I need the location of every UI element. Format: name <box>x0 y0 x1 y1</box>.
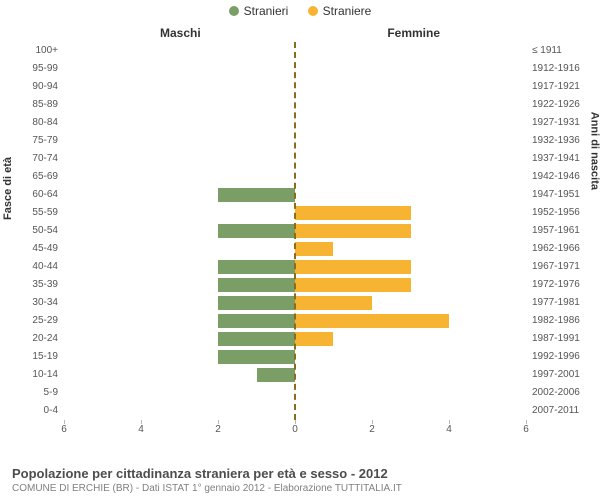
birth-year-label: 1962-1966 <box>532 240 580 258</box>
legend-swatch-male <box>229 6 239 16</box>
age-label: 5-9 <box>44 384 58 402</box>
age-label: 20-24 <box>32 330 58 348</box>
age-label: 10-14 <box>32 366 58 384</box>
legend-swatch-female <box>308 6 318 16</box>
side-title-femmine: Femmine <box>387 26 440 40</box>
y-axis-title-left: Fasce di età <box>2 157 14 220</box>
birth-year-label: 1977-1981 <box>532 294 580 312</box>
bar-male <box>218 350 295 364</box>
age-label: 40-44 <box>32 258 58 276</box>
birth-year-label: 1952-1956 <box>532 204 580 222</box>
birth-year-label: 1967-1971 <box>532 258 580 276</box>
chart-subtitle: COMUNE DI ERCHIE (BR) - Dati ISTAT 1° ge… <box>12 483 588 494</box>
x-tick-line <box>295 420 296 424</box>
x-tick-label: 0 <box>292 424 298 435</box>
age-label: 75-79 <box>32 132 58 150</box>
birth-year-label: 2007-2011 <box>532 402 579 420</box>
x-tick-label: 2 <box>215 424 221 435</box>
age-label: 85-89 <box>32 96 58 114</box>
bar-female <box>295 242 333 256</box>
birth-year-label: 1982-1986 <box>532 312 580 330</box>
age-label: 100+ <box>35 42 58 60</box>
birth-year-label: 1917-1921 <box>532 78 580 96</box>
population-pyramid-chart: Stranieri Straniere Maschi Femmine Fasce… <box>0 0 600 500</box>
legend-item-female: Straniere <box>308 4 372 18</box>
bar-female <box>295 314 449 328</box>
age-label: 95-99 <box>32 60 58 78</box>
birth-year-label: 1922-1926 <box>532 96 580 114</box>
bar-male <box>218 224 295 238</box>
birth-year-label: 1937-1941 <box>532 150 580 168</box>
age-label: 55-59 <box>32 204 58 222</box>
birth-year-label: 1932-1936 <box>532 132 580 150</box>
chart-footer: Popolazione per cittadinanza straniera p… <box>12 466 588 494</box>
age-label: 30-34 <box>32 294 58 312</box>
bar-female <box>295 278 411 292</box>
x-tick-line <box>64 420 65 424</box>
x-tick-label: 6 <box>523 424 529 435</box>
legend-item-male: Stranieri <box>229 4 289 18</box>
birth-year-label: 1942-1946 <box>532 168 580 186</box>
x-tick-label: 4 <box>138 424 144 435</box>
chart-title: Popolazione per cittadinanza straniera p… <box>12 466 588 481</box>
birth-year-label: 1972-1976 <box>532 276 580 294</box>
x-tick-label: 4 <box>446 424 452 435</box>
birth-year-label: 1957-1961 <box>532 222 580 240</box>
legend-label-male: Stranieri <box>244 4 289 18</box>
x-tick-line <box>526 420 527 424</box>
bar-female <box>295 206 411 220</box>
age-label: 45-49 <box>32 240 58 258</box>
bar-female <box>295 260 411 274</box>
bar-male <box>218 260 295 274</box>
x-tick-line <box>141 420 142 424</box>
bar-female <box>295 224 411 238</box>
birth-year-label: ≤ 1911 <box>532 42 562 60</box>
x-tick-line <box>449 420 450 424</box>
birth-year-label: 1947-1951 <box>532 186 580 204</box>
x-tick-label: 2 <box>369 424 375 435</box>
bar-male <box>218 314 295 328</box>
bar-male <box>257 368 295 382</box>
x-tick-label: 6 <box>61 424 67 435</box>
age-label: 80-84 <box>32 114 58 132</box>
x-tick-line <box>372 420 373 424</box>
age-label: 0-4 <box>44 402 58 420</box>
age-label: 60-64 <box>32 186 58 204</box>
age-label: 35-39 <box>32 276 58 294</box>
legend: Stranieri Straniere <box>0 4 600 19</box>
center-axis-line <box>294 42 296 420</box>
bar-female <box>295 332 333 346</box>
birth-year-label: 1987-1991 <box>532 330 580 348</box>
age-label: 15-19 <box>32 348 58 366</box>
y-axis-title-right: Anni di nascita <box>588 112 600 190</box>
age-label: 70-74 <box>32 150 58 168</box>
birth-year-label: 1927-1931 <box>532 114 580 132</box>
bar-male <box>218 278 295 292</box>
bar-male <box>218 188 295 202</box>
side-title-maschi: Maschi <box>160 26 201 40</box>
bar-male <box>218 332 295 346</box>
age-label: 50-54 <box>32 222 58 240</box>
birth-year-label: 2002-2006 <box>532 384 580 402</box>
birth-year-label: 1997-2001 <box>532 366 580 384</box>
age-label: 65-69 <box>32 168 58 186</box>
x-tick-line <box>218 420 219 424</box>
legend-label-female: Straniere <box>323 4 372 18</box>
x-tick-container: 6 4 2 0 2 4 6 <box>64 424 526 438</box>
age-label: 90-94 <box>32 78 58 96</box>
plot-area: 100+≤ 191195-991912-191690-941917-192185… <box>64 42 526 420</box>
birth-year-label: 1912-1916 <box>532 60 580 78</box>
age-label: 25-29 <box>32 312 58 330</box>
bar-male <box>218 296 295 310</box>
birth-year-label: 1992-1996 <box>532 348 580 366</box>
bar-female <box>295 296 372 310</box>
